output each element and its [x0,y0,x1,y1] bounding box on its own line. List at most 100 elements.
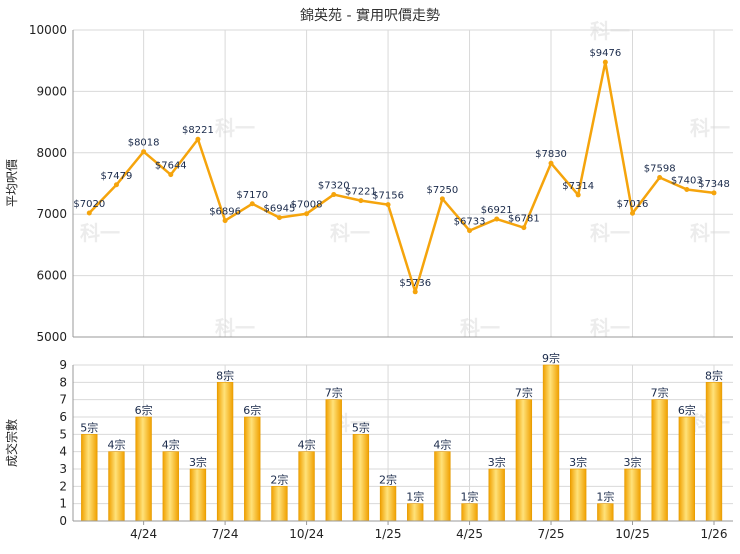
price-panel: 5000 6000 7000 8000 9000 10000 $7020 $7479 $8018… [29,23,733,344]
volume-y-tick-label: 0 [59,514,67,528]
price-point [657,174,663,180]
volume-data-label: 6宗 [135,403,153,417]
volume-data-label: 2宗 [379,472,397,486]
volume-bar [651,399,668,522]
volume-y-tick-label: 6 [59,410,67,424]
volume-bar [189,468,207,522]
volume-data-label: 2宗 [270,472,288,486]
x-tick-label: 7/24 [212,527,239,541]
price-point [113,182,119,188]
price-point [222,218,228,224]
price-data-label: $8221 [182,125,214,136]
volume-bar [570,468,587,522]
volume-bar [597,503,614,522]
price-series-line [88,60,715,294]
volume-data-label: 4宗 [107,438,125,452]
volume-bar [379,486,397,522]
chart-title: 錦英苑 - 實用呎價走勢 [300,7,440,24]
watermark-text: 科一 [590,19,630,43]
price-data-label: $7479 [101,171,133,182]
volume-data-label: 3宗 [624,455,642,469]
watermark-text: 科一 [690,116,730,140]
price-data-label: $7314 [562,181,594,192]
volume-bar [81,434,98,522]
price-point [412,289,418,295]
price-y-tick-label: 5000 [36,330,67,344]
price-y-tick-label: 7000 [36,207,67,221]
price-point [575,192,581,198]
volume-y-tick-label: 9 [59,358,67,372]
x-tick-label: 4/24 [130,527,157,541]
price-point [304,211,310,217]
price-data-label: $7348 [698,179,730,190]
watermark-text: 科一 [590,316,630,340]
volume-bar [461,503,478,522]
price-point [548,160,554,166]
x-tick-label: 4/25 [456,527,483,541]
watermark-text: 科一 [590,221,630,245]
volume-y-axis-title: 成交宗數 [4,419,19,467]
price-data-label: $7170 [236,190,268,201]
volume-data-label: 7宗 [325,386,343,400]
volume-data-label: 8宗 [216,368,234,382]
watermark-text: 科一 [215,316,255,340]
price-y-axis-title: 平均呎價 [5,159,19,207]
price-y-tick-label: 10000 [29,23,67,37]
volume-y-tick-label: 2 [59,479,67,493]
volume-bar [325,399,342,522]
volume-data-label: 6宗 [243,403,261,417]
price-data-label: $7830 [535,149,567,160]
price-y-tick-label: 9000 [36,84,67,98]
price-point [684,186,690,192]
x-tick-label: 10/24 [289,527,324,541]
x-tick-label: 1/26 [701,527,728,541]
price-data-label: $7156 [372,191,404,202]
price-point [141,149,147,155]
price-point [467,228,473,234]
volume-data-label: 6宗 [678,403,696,417]
price-point [276,215,282,221]
volume-data-label: 1宗 [461,490,479,504]
volume-bar [705,382,723,522]
price-data-label: $6921 [481,205,513,216]
price-data-label: $6733 [454,217,486,228]
watermark-group: 科一科一科一科一科一科一科一科一科一科一科一科一 [80,19,730,435]
price-point [711,190,717,196]
volume-y-tick-label: 8 [59,375,67,389]
x-tick-label: 10/25 [615,527,650,541]
volume-bar [271,486,288,522]
volume-bar [135,416,152,522]
volume-data-label: 1宗 [596,490,614,504]
price-data-label: $9476 [589,48,621,59]
volume-data-label: 5宗 [352,420,370,434]
price-point [630,210,636,216]
volume-bar [407,503,424,522]
price-data-label: $7644 [155,161,187,172]
volume-data-label: 5宗 [80,420,98,434]
price-point [86,210,92,216]
volume-data-label: 4宗 [162,438,180,452]
volume-bar [515,399,533,522]
volume-bar [244,416,261,522]
volume-bar [678,416,696,522]
price-point [494,216,500,222]
price-data-label: $7403 [671,175,703,186]
price-data-label: $6945 [264,204,296,215]
volume-panel: 0 1 2 3 4 5 6 7 8 9 5宗 4宗 6宗 4宗 3宗 8宗 6宗 2宗 4宗 7宗 5宗 2宗 1宗 4宗 1宗… [59,351,733,541]
watermark-text: 科一 [215,116,255,140]
price-data-label: $8018 [128,138,160,149]
price-point [602,59,608,65]
volume-y-tick-label: 7 [59,393,67,407]
volume-y-tick-label: 1 [59,497,67,511]
volume-data-label: 1宗 [406,490,424,504]
volume-data-label: 7宗 [651,386,669,400]
price-point [249,201,255,207]
volume-bar [542,364,560,522]
price-point [168,172,174,178]
volume-data-label: 4宗 [433,438,451,452]
price-data-label: $7320 [318,181,350,192]
volume-data-label: 9宗 [542,351,560,365]
price-data-label: $7598 [644,163,676,174]
